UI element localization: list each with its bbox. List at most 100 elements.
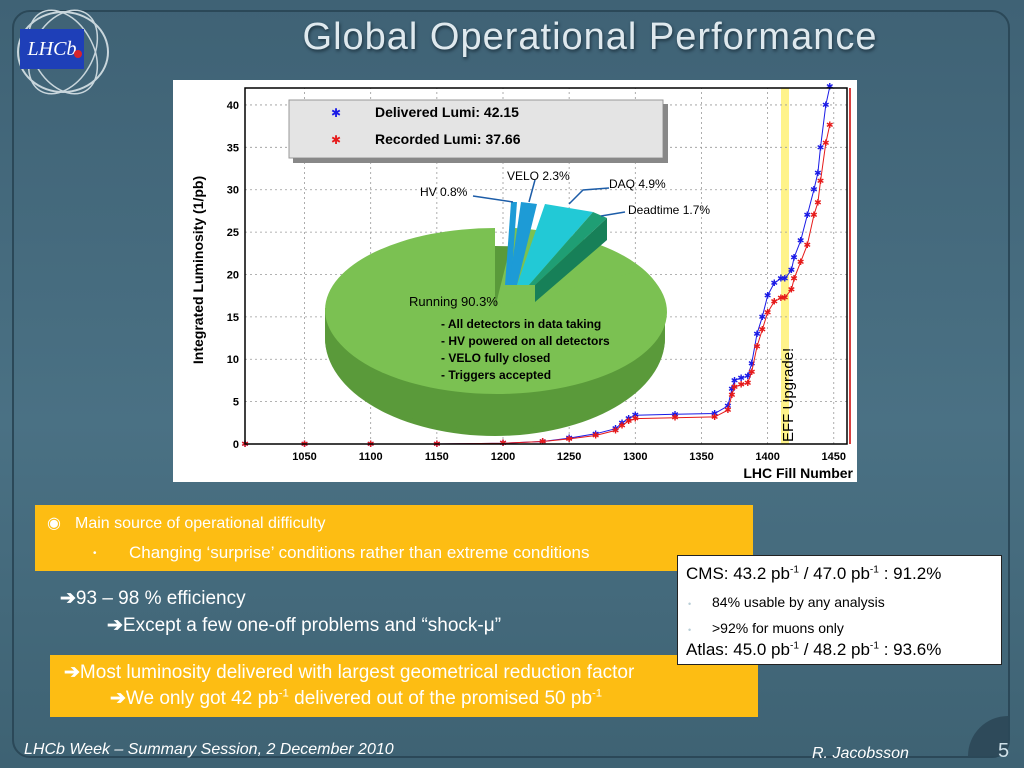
dot-bullet-icon: • [688, 625, 692, 635]
delivered-point: ✱ [724, 401, 732, 411]
delivered-point: ✱ [744, 371, 752, 381]
atlas-pre: Atlas: 45.0 pb [686, 640, 790, 659]
running-note-1: - All detectors in data taking [441, 317, 601, 331]
pie-slice-hv [505, 202, 517, 285]
chart-svg: 0 5 10 15 20 25 30 35 40 1050 1100 1150 1200 1250 1300… [190, 82, 854, 481]
usable-line: • 84% usable by any analysis [688, 594, 885, 610]
slide-frame [12, 10, 1010, 758]
recorded-point: ✱ [764, 308, 772, 318]
x-tick-label: 1250 [557, 451, 581, 463]
recorded-point: ✱ [744, 378, 752, 388]
bullet-changing-text: Changing ‘surprise’ conditions rather th… [129, 543, 590, 562]
legend-marker-recorded: ✱ [331, 133, 341, 147]
footer-author: R. Jacobsson [812, 745, 909, 762]
delivered-point: ✱ [737, 373, 745, 383]
muons-line: • >92% for muons only [688, 620, 844, 636]
delivered-point: ✱ [759, 312, 767, 322]
y-tick-label: 35 [227, 142, 239, 154]
arrow-right-icon: ➔ [64, 662, 80, 683]
x-tick-label: 1400 [755, 451, 779, 463]
delivered-point: ✱ [711, 408, 719, 418]
footer-event: LHCb Week – Summary Session, 2 December … [24, 741, 394, 758]
logo-text: LHCb [27, 38, 77, 60]
we-got-line: ➔We only got 42 pb-1 delivered out of th… [110, 687, 602, 710]
recorded-point: ✱ [822, 138, 830, 148]
delivered-point: ✱ [770, 278, 778, 288]
arrow-right-icon: ➔ [107, 615, 123, 636]
y-tick-label: 30 [227, 185, 239, 197]
cms-mid: / 47.0 pb [799, 564, 870, 583]
muons-text: >92% for muons only [712, 620, 844, 636]
running-note-4: - Triggers accepted [441, 368, 551, 382]
pie-label-hv: HV 0.8% [420, 185, 468, 199]
delivered-point: ✱ [625, 414, 633, 424]
atlas-sup-2: -1 [869, 640, 879, 652]
page-number: 5 [998, 740, 1010, 762]
x-tick-label: 1450 [822, 451, 846, 463]
delivered-point: ✱ [810, 185, 818, 195]
difficulty-box: ◉ Main source of operational difficulty •… [35, 505, 753, 571]
recorded-point: ✱ [592, 431, 600, 441]
delivered-point: ✱ [753, 329, 761, 339]
delivered-point: ✱ [592, 429, 600, 439]
delivered-point: ✱ [797, 236, 805, 246]
recorded-point: ✱ [724, 405, 732, 415]
delivered-point: ✱ [748, 358, 756, 368]
pie-slice-deadtime [529, 212, 607, 285]
recorded-point: ✱ [632, 414, 640, 424]
usable-text: 84% usable by any analysis [712, 594, 885, 610]
recorded-point: ✱ [737, 380, 745, 390]
pie-label-running: Running 90.3% [409, 294, 498, 309]
we-got-pre: We only got 42 pb [125, 688, 279, 709]
delivered-point: ✱ [781, 274, 789, 284]
ring-bullet-icon: ◉ [47, 515, 61, 532]
delivered-point: ✱ [790, 253, 798, 263]
y-tick-label: 40 [227, 100, 239, 112]
delivered-point: ✱ [764, 291, 772, 301]
delivered-point: ✱ [728, 384, 736, 394]
pie-label-deadtime: Deadtime 1.7% [628, 203, 710, 217]
delivered-point: ✱ [822, 100, 830, 110]
bullet-main-source: ◉ Main source of operational difficulty [47, 513, 326, 533]
running-note-2: - HV powered on all detectors [441, 334, 610, 348]
atlas-line: Atlas: 45.0 pb-1 / 48.2 pb-1 : 93.6% [686, 640, 941, 660]
series-layer: ✱ ✱ ✱ ✱ ✱ ✱ ✱ ✱✱✱ ✱ ✱ ✱ ✱✱✱✱ ✱ ✱✱✱✱✱✱ ✱✱✱✱✱✱✱✱✱✱✱✱ ✱ ✱ ✱ ✱… [241, 82, 833, 449]
recorded-point: ✱ [797, 257, 805, 267]
delivered-point: ✱ [788, 265, 796, 275]
axis-ticks: 0 5 10 15 20 25 30 35 40 1050 1100 1150 1200 1250 1300… [227, 100, 846, 463]
luminosity-chart: 0 5 10 15 20 25 30 35 40 1050 1100 1150 1200 1250 1300… [173, 80, 857, 482]
delivered-line [245, 86, 831, 445]
slide-title: Global Operational Performance [302, 16, 878, 58]
cms-line: CMS: 43.2 pb-1 / 47.0 pb-1 : 91.2% [686, 564, 941, 584]
y-tick-label: 10 [227, 354, 239, 366]
recorded-point: ✱ [728, 390, 736, 400]
cms-sup-1: -1 [789, 564, 800, 576]
recorded-point: ✱ [781, 292, 789, 302]
comparison-box: CMS: 43.2 pb-1 / 47.0 pb-1 : 91.2% • 84% … [677, 555, 1002, 665]
recorded-point: ✱ [748, 367, 756, 377]
recorded-point: ✱ [814, 197, 822, 207]
pie-slice-daq [517, 204, 593, 285]
y-tick-label: 0 [233, 439, 239, 451]
legend-marker-delivered: ✱ [331, 106, 341, 120]
efficiency-text: 93 – 98 % efficiency [75, 588, 246, 609]
x-tick-label: 1350 [689, 451, 713, 463]
recorded-point: ✱ [817, 176, 825, 186]
x-axis-label: LHC Fill Number [743, 465, 853, 481]
dot-bullet-icon: • [688, 599, 692, 609]
legend-recorded: Recorded Lumi: 37.66 [375, 131, 521, 147]
y-tick-label: 15 [227, 312, 239, 324]
recorded-point: ✱ [711, 412, 719, 422]
cms-sup-2: -1 [869, 564, 879, 576]
atlas-post: : 93.6% [878, 640, 942, 659]
delivered-point: ✱ [612, 424, 620, 434]
bullet-main-source-text: Main source of operational difficulty [75, 515, 326, 532]
eff-upgrade-label: EFF Upgrade! [780, 348, 797, 442]
delivered-point: ✱ [804, 210, 812, 220]
arrow-right-icon: ➔ [110, 688, 126, 709]
dot-bullet-icon: • [93, 548, 97, 560]
recorded-point: ✱ [618, 420, 626, 430]
delivered-point: ✱ [565, 433, 573, 443]
y-tick-label: 25 [227, 227, 239, 239]
x-tick-label: 1200 [491, 451, 515, 463]
